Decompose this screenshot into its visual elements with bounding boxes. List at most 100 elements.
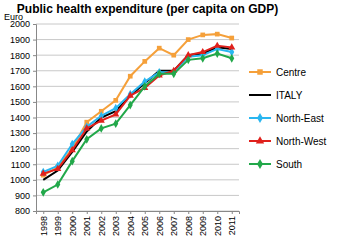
chart: Public health expenditure (per capita on…: [0, 0, 351, 249]
x-tick-label: 2008: [184, 216, 194, 236]
x-tick-group: 1999: [53, 211, 63, 236]
point: [54, 165, 61, 171]
x-tick: [72, 211, 73, 214]
x-tick-group: 2010: [213, 211, 223, 236]
y-tick: [33, 102, 36, 103]
y-tick: [33, 55, 36, 56]
x-tick-label: 2005: [140, 216, 150, 236]
legend-marker: [256, 136, 264, 143]
series-line: [43, 46, 232, 174]
y-tick-label: 1000: [10, 175, 30, 185]
legend-item: North-East: [249, 113, 324, 124]
y-tick-group: 1400: [10, 113, 36, 123]
x-tick-group: 2003: [111, 211, 121, 236]
y-tick: [33, 211, 36, 212]
title: Public health expenditure (per capita on…: [17, 2, 278, 16]
legend-label: Centre: [276, 67, 306, 78]
y-tick-group: 1900: [10, 35, 36, 45]
legend-item: ITALY: [249, 90, 303, 101]
x-tick: [203, 211, 204, 214]
point: [186, 55, 191, 64]
x-tick-label: 2000: [68, 216, 78, 236]
y-tick: [33, 149, 36, 150]
series-line: [43, 47, 232, 179]
y-tick-label: 900: [15, 191, 30, 201]
point: [200, 54, 205, 63]
legend-item: North-West: [249, 136, 327, 147]
x-tick-label: 2010: [213, 216, 223, 236]
point: [199, 48, 206, 54]
y-tick-label: 1600: [10, 82, 30, 92]
point: [200, 33, 205, 38]
grid-line: [36, 148, 239, 149]
legend-line: [249, 94, 271, 96]
plot: 8009001000110012001300140015001600170018…: [10, 19, 240, 236]
point: [70, 157, 75, 166]
y-tick-group: 1600: [10, 82, 36, 92]
y-tick-group: 1800: [10, 51, 36, 61]
x-tick: [232, 211, 233, 214]
x-tick-label: 2006: [155, 216, 165, 236]
point: [98, 117, 105, 123]
legend-marker: [257, 113, 263, 123]
legend: Centre ITALY North-East North-West South: [249, 67, 327, 170]
x-axis: 1998199920002001200220032004200520062007…: [37, 211, 240, 236]
y-tick-group: 1200: [10, 144, 36, 154]
y-tick: [33, 86, 36, 87]
point: [128, 74, 133, 79]
x-tick-group: 2002: [97, 211, 107, 236]
legend-item: South: [249, 159, 302, 170]
y-tick-group: 900: [15, 191, 36, 201]
legend-item: Centre: [249, 67, 306, 78]
point: [113, 119, 118, 128]
x-tick-group: 2006: [155, 211, 165, 236]
x-tick-label: 2004: [126, 216, 136, 236]
x-tick-group: 2004: [126, 211, 136, 236]
point: [55, 180, 60, 189]
series: [41, 45, 235, 177]
x-tick-label: 2003: [111, 216, 121, 236]
point: [171, 70, 176, 79]
series-area: [40, 32, 236, 197]
y-tick: [33, 40, 36, 41]
x-tick-group: 2009: [198, 211, 208, 236]
x-tick: [87, 211, 88, 214]
x-tick-label: 2009: [198, 216, 208, 236]
grid-line: [36, 117, 239, 118]
series: [43, 47, 232, 179]
series: [40, 42, 236, 176]
x-tick: [159, 211, 160, 214]
x-tick-group: 2000: [68, 211, 78, 236]
x-tick-label: 1998: [39, 216, 49, 236]
point: [142, 59, 147, 64]
point: [229, 54, 234, 63]
y-tick-label: 1800: [10, 51, 30, 61]
legend-label: North-East: [276, 113, 324, 124]
grid-line: [36, 101, 239, 102]
y-tick: [33, 71, 36, 72]
point: [171, 53, 176, 58]
point: [40, 169, 47, 175]
x-axis-line: [37, 212, 240, 215]
y-tick-label: 1100: [11, 160, 30, 170]
point: [83, 124, 90, 130]
grid-line: [36, 39, 239, 40]
y-tick-group: 1700: [10, 66, 36, 76]
x-tick-group: 2005: [140, 211, 150, 236]
x-tick-group: 2001: [82, 211, 92, 236]
point: [112, 110, 119, 116]
x-tick-group: 2011: [227, 211, 237, 235]
point: [157, 70, 162, 79]
y-tick-group: 1000: [10, 175, 36, 185]
x-tick: [174, 211, 175, 214]
x-tick-label: 2011: [227, 216, 237, 235]
y-tick: [33, 24, 36, 25]
y-tick-group: 1500: [10, 97, 36, 107]
y-tick: [33, 180, 36, 181]
point: [228, 43, 235, 49]
x-tick: [217, 211, 218, 214]
point: [142, 82, 147, 91]
point: [127, 92, 134, 98]
grid-line: [36, 70, 239, 71]
x-tick: [116, 211, 117, 214]
